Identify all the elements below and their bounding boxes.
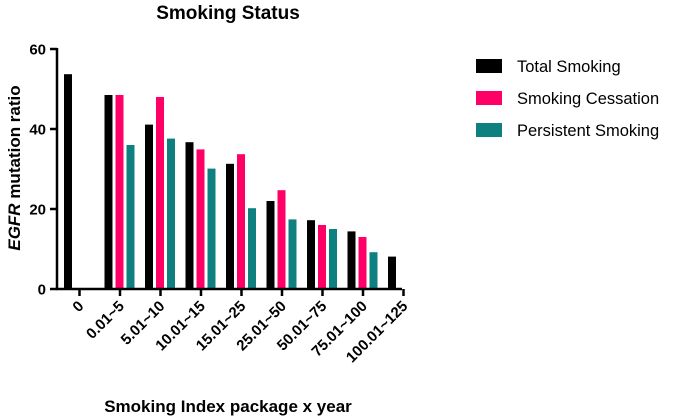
bar (207, 168, 216, 289)
bar (388, 256, 396, 289)
legend-label: Smoking Cessation (517, 90, 659, 108)
x-axis: 00.01~55.01~1010.01~1515.01~2525.01~5050… (69, 289, 411, 366)
y-tick-label: 20 (29, 202, 46, 219)
bar (167, 138, 175, 289)
y-tick-label: 40 (29, 122, 46, 139)
bar (226, 163, 234, 289)
y-axis-title: EGFR mutation ratio (5, 85, 24, 250)
bar (277, 190, 286, 289)
legend-swatch (476, 59, 502, 73)
bar (196, 149, 205, 289)
bar (126, 145, 135, 289)
bar (237, 154, 245, 289)
bar (185, 142, 194, 289)
y-axis-title-rest: mutation ratio (5, 85, 24, 203)
bar (318, 225, 326, 289)
bars (64, 74, 396, 289)
chart-title: Smoking Status (156, 3, 300, 24)
bar (115, 95, 124, 289)
y-tick-label: 60 (29, 42, 46, 59)
bar (347, 231, 356, 289)
axes (55, 48, 402, 291)
bar (64, 74, 72, 289)
legend-swatch (476, 123, 502, 137)
x-tick-label: 0 (69, 298, 87, 316)
bar (156, 97, 164, 289)
legend-label: Total Smoking (517, 58, 621, 76)
y-axis-title-italic: EGFR (5, 203, 24, 251)
legend-swatch (476, 91, 502, 105)
y-axis: 0 20 40 60 (29, 42, 57, 299)
bar (104, 95, 113, 289)
y-tick-label: 0 (38, 282, 46, 299)
x-axis-title: Smoking Index package x year (104, 397, 352, 416)
bar (288, 219, 297, 289)
bar (307, 220, 315, 289)
legend-label: Persistent Smoking (517, 122, 659, 140)
bar (266, 201, 275, 289)
bar (248, 208, 256, 289)
bar (369, 252, 378, 289)
bar (329, 229, 337, 289)
legend: Total Smoking Smoking Cessation Persistent… (476, 58, 659, 140)
bar (358, 237, 367, 289)
bar (145, 124, 153, 289)
